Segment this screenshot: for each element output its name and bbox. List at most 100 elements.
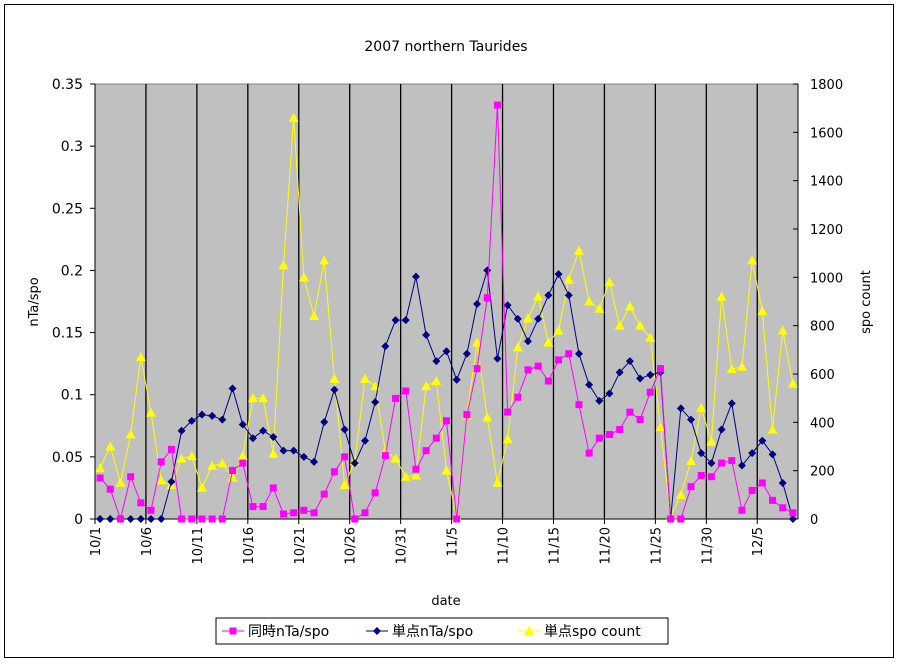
data-point [340, 425, 349, 434]
data-point [686, 456, 697, 465]
data-point [706, 436, 717, 446]
data-point [218, 515, 226, 523]
data-point [237, 451, 248, 461]
data-point [788, 515, 797, 523]
legend-marker [373, 627, 381, 635]
data-point [381, 452, 389, 460]
data-point [238, 420, 247, 429]
data-point [544, 377, 552, 385]
data-point [178, 515, 186, 523]
data-point [400, 471, 411, 481]
y2-tick-label: 0 [810, 513, 818, 528]
data-point [300, 506, 308, 514]
data-point [462, 349, 471, 358]
data-point [697, 472, 705, 479]
data-point [697, 449, 706, 458]
data-point [656, 365, 664, 373]
data-point [167, 445, 175, 453]
data-point [646, 370, 655, 379]
legend-box [215, 617, 669, 645]
data-point [288, 112, 299, 122]
data-point [410, 470, 421, 480]
data-point [95, 463, 106, 473]
data-point [422, 331, 431, 340]
y2-tick-label: 1800 [810, 78, 843, 93]
data-point [218, 415, 227, 424]
data-point [422, 447, 430, 455]
data-point [553, 325, 564, 335]
data-point [564, 291, 573, 300]
data-point [269, 484, 277, 492]
data-point [330, 385, 339, 394]
y2-tick-label: 400 [810, 416, 835, 431]
data-point [371, 398, 380, 407]
data-point [667, 515, 675, 523]
data-point [310, 457, 319, 466]
data-point [585, 449, 593, 457]
data-point [381, 342, 390, 351]
data-point [443, 417, 450, 425]
data-point [453, 515, 461, 523]
data-point [390, 453, 401, 463]
x-tick-label: 10/16 [242, 527, 257, 564]
data-point [533, 291, 544, 301]
data-point [738, 506, 746, 514]
x-axis-label: date [431, 594, 460, 609]
data-point [563, 274, 574, 284]
data-point [687, 415, 696, 424]
data-point [482, 412, 493, 422]
y-tick-label: 0.2 [61, 263, 83, 279]
data-point [310, 509, 318, 517]
data-point [606, 430, 614, 438]
data-point [605, 389, 614, 398]
data-point [320, 418, 329, 427]
data-point [402, 387, 410, 395]
data-point [534, 362, 542, 370]
data-point [329, 373, 340, 383]
data-point [309, 311, 320, 320]
data-point [360, 436, 369, 445]
data-point [239, 459, 247, 467]
data-point [707, 473, 715, 481]
data-point [207, 460, 218, 470]
data-point [555, 356, 563, 364]
data-point [504, 408, 512, 416]
data-point [718, 459, 726, 467]
data-point [717, 425, 726, 434]
data-point [565, 350, 573, 358]
data-point [594, 303, 605, 313]
x-tick-label: 10/6 [140, 527, 155, 556]
data-point [768, 450, 777, 459]
data-point [624, 301, 635, 311]
plot-area [94, 83, 799, 520]
data-point [350, 459, 359, 468]
data-point [473, 299, 482, 308]
data-point [767, 424, 778, 434]
data-point [289, 446, 298, 455]
x-tick-label: 10/1 [89, 527, 104, 556]
data-point [208, 515, 216, 523]
chart-frame [4, 4, 894, 658]
data-point [769, 496, 777, 504]
data-point [646, 388, 654, 396]
data-point [758, 436, 767, 445]
data-point [299, 452, 308, 461]
data-point [421, 381, 432, 391]
data-point [115, 477, 126, 487]
y-tick-label: 0.1 [61, 388, 83, 404]
y-tick-label: 0 [74, 512, 83, 528]
data-point [319, 255, 330, 265]
data-point [156, 475, 167, 485]
data-point [137, 499, 145, 507]
data-point [147, 515, 156, 523]
data-point [330, 468, 338, 476]
data-point [106, 515, 115, 523]
data-point [279, 510, 287, 518]
x-tick-label: 11/15 [547, 527, 562, 564]
data-point [442, 347, 451, 356]
data-point [279, 446, 288, 455]
data-point [268, 448, 279, 458]
y2-tick-label: 1000 [810, 271, 843, 286]
y2-tick-label: 600 [810, 368, 835, 383]
data-point [96, 515, 105, 523]
